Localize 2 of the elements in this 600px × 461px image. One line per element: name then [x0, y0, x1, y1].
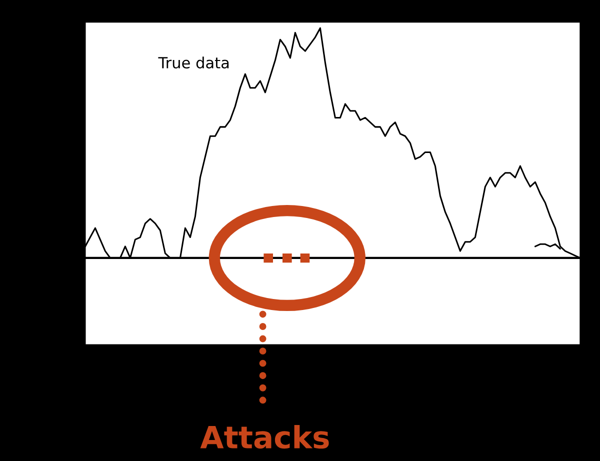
- series-label: True data: [158, 56, 229, 69]
- text: Attacks: [200, 425, 329, 449]
